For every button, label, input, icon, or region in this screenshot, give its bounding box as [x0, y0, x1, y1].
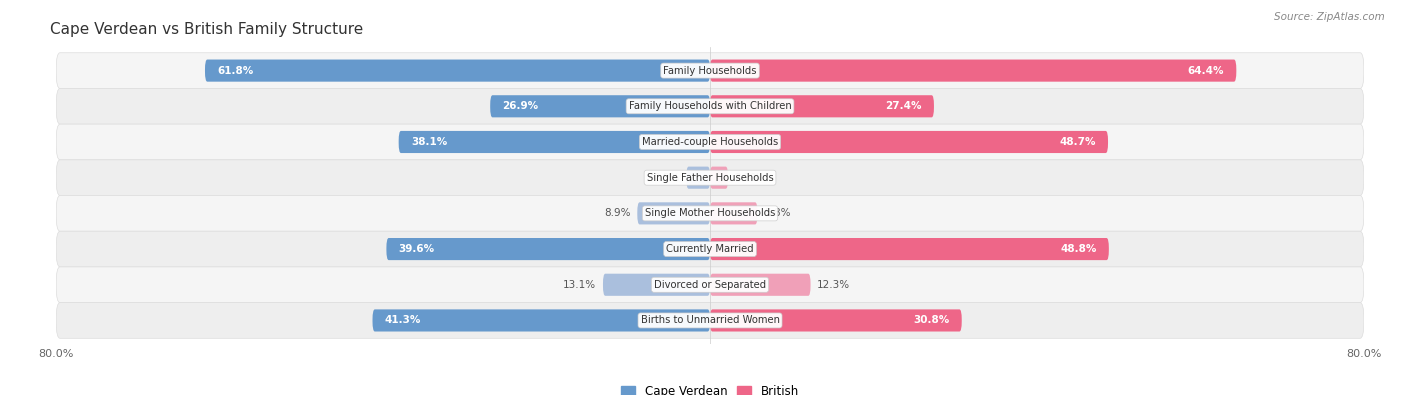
Text: 2.9%: 2.9%: [654, 173, 679, 182]
FancyBboxPatch shape: [205, 60, 710, 82]
Text: 48.8%: 48.8%: [1060, 244, 1097, 254]
Text: 13.1%: 13.1%: [564, 280, 596, 290]
Text: 2.2%: 2.2%: [734, 173, 761, 182]
FancyBboxPatch shape: [710, 274, 810, 296]
Text: Married-couple Households: Married-couple Households: [643, 137, 778, 147]
FancyBboxPatch shape: [710, 202, 758, 224]
FancyBboxPatch shape: [710, 309, 962, 331]
Text: Family Households: Family Households: [664, 66, 756, 75]
FancyBboxPatch shape: [56, 303, 1364, 338]
Text: Single Father Households: Single Father Households: [647, 173, 773, 182]
FancyBboxPatch shape: [373, 309, 710, 331]
FancyBboxPatch shape: [637, 202, 710, 224]
FancyBboxPatch shape: [710, 131, 1108, 153]
Text: Births to Unmarried Women: Births to Unmarried Women: [641, 316, 779, 325]
Text: 26.9%: 26.9%: [502, 101, 538, 111]
FancyBboxPatch shape: [686, 167, 710, 189]
Text: Family Households with Children: Family Households with Children: [628, 101, 792, 111]
Text: 41.3%: 41.3%: [385, 316, 422, 325]
FancyBboxPatch shape: [56, 88, 1364, 124]
FancyBboxPatch shape: [56, 267, 1364, 303]
Text: Cape Verdean vs British Family Structure: Cape Verdean vs British Family Structure: [49, 21, 363, 36]
Text: 12.3%: 12.3%: [817, 280, 851, 290]
Text: 5.8%: 5.8%: [763, 209, 790, 218]
FancyBboxPatch shape: [710, 238, 1109, 260]
FancyBboxPatch shape: [387, 238, 710, 260]
Text: Divorced or Separated: Divorced or Separated: [654, 280, 766, 290]
FancyBboxPatch shape: [56, 53, 1364, 88]
FancyBboxPatch shape: [56, 160, 1364, 196]
FancyBboxPatch shape: [56, 231, 1364, 267]
Text: 61.8%: 61.8%: [218, 66, 253, 75]
FancyBboxPatch shape: [710, 95, 934, 117]
Text: 48.7%: 48.7%: [1059, 137, 1095, 147]
FancyBboxPatch shape: [491, 95, 710, 117]
FancyBboxPatch shape: [710, 167, 728, 189]
FancyBboxPatch shape: [710, 60, 1236, 82]
FancyBboxPatch shape: [56, 196, 1364, 231]
Text: 64.4%: 64.4%: [1188, 66, 1225, 75]
Text: 38.1%: 38.1%: [411, 137, 447, 147]
Text: Single Mother Households: Single Mother Households: [645, 209, 775, 218]
Legend: Cape Verdean, British: Cape Verdean, British: [617, 380, 803, 395]
Text: 39.6%: 39.6%: [399, 244, 434, 254]
Text: Currently Married: Currently Married: [666, 244, 754, 254]
Text: 30.8%: 30.8%: [914, 316, 949, 325]
Text: 27.4%: 27.4%: [886, 101, 922, 111]
Text: Source: ZipAtlas.com: Source: ZipAtlas.com: [1274, 12, 1385, 22]
FancyBboxPatch shape: [399, 131, 710, 153]
Text: 8.9%: 8.9%: [605, 209, 631, 218]
FancyBboxPatch shape: [56, 124, 1364, 160]
FancyBboxPatch shape: [603, 274, 710, 296]
